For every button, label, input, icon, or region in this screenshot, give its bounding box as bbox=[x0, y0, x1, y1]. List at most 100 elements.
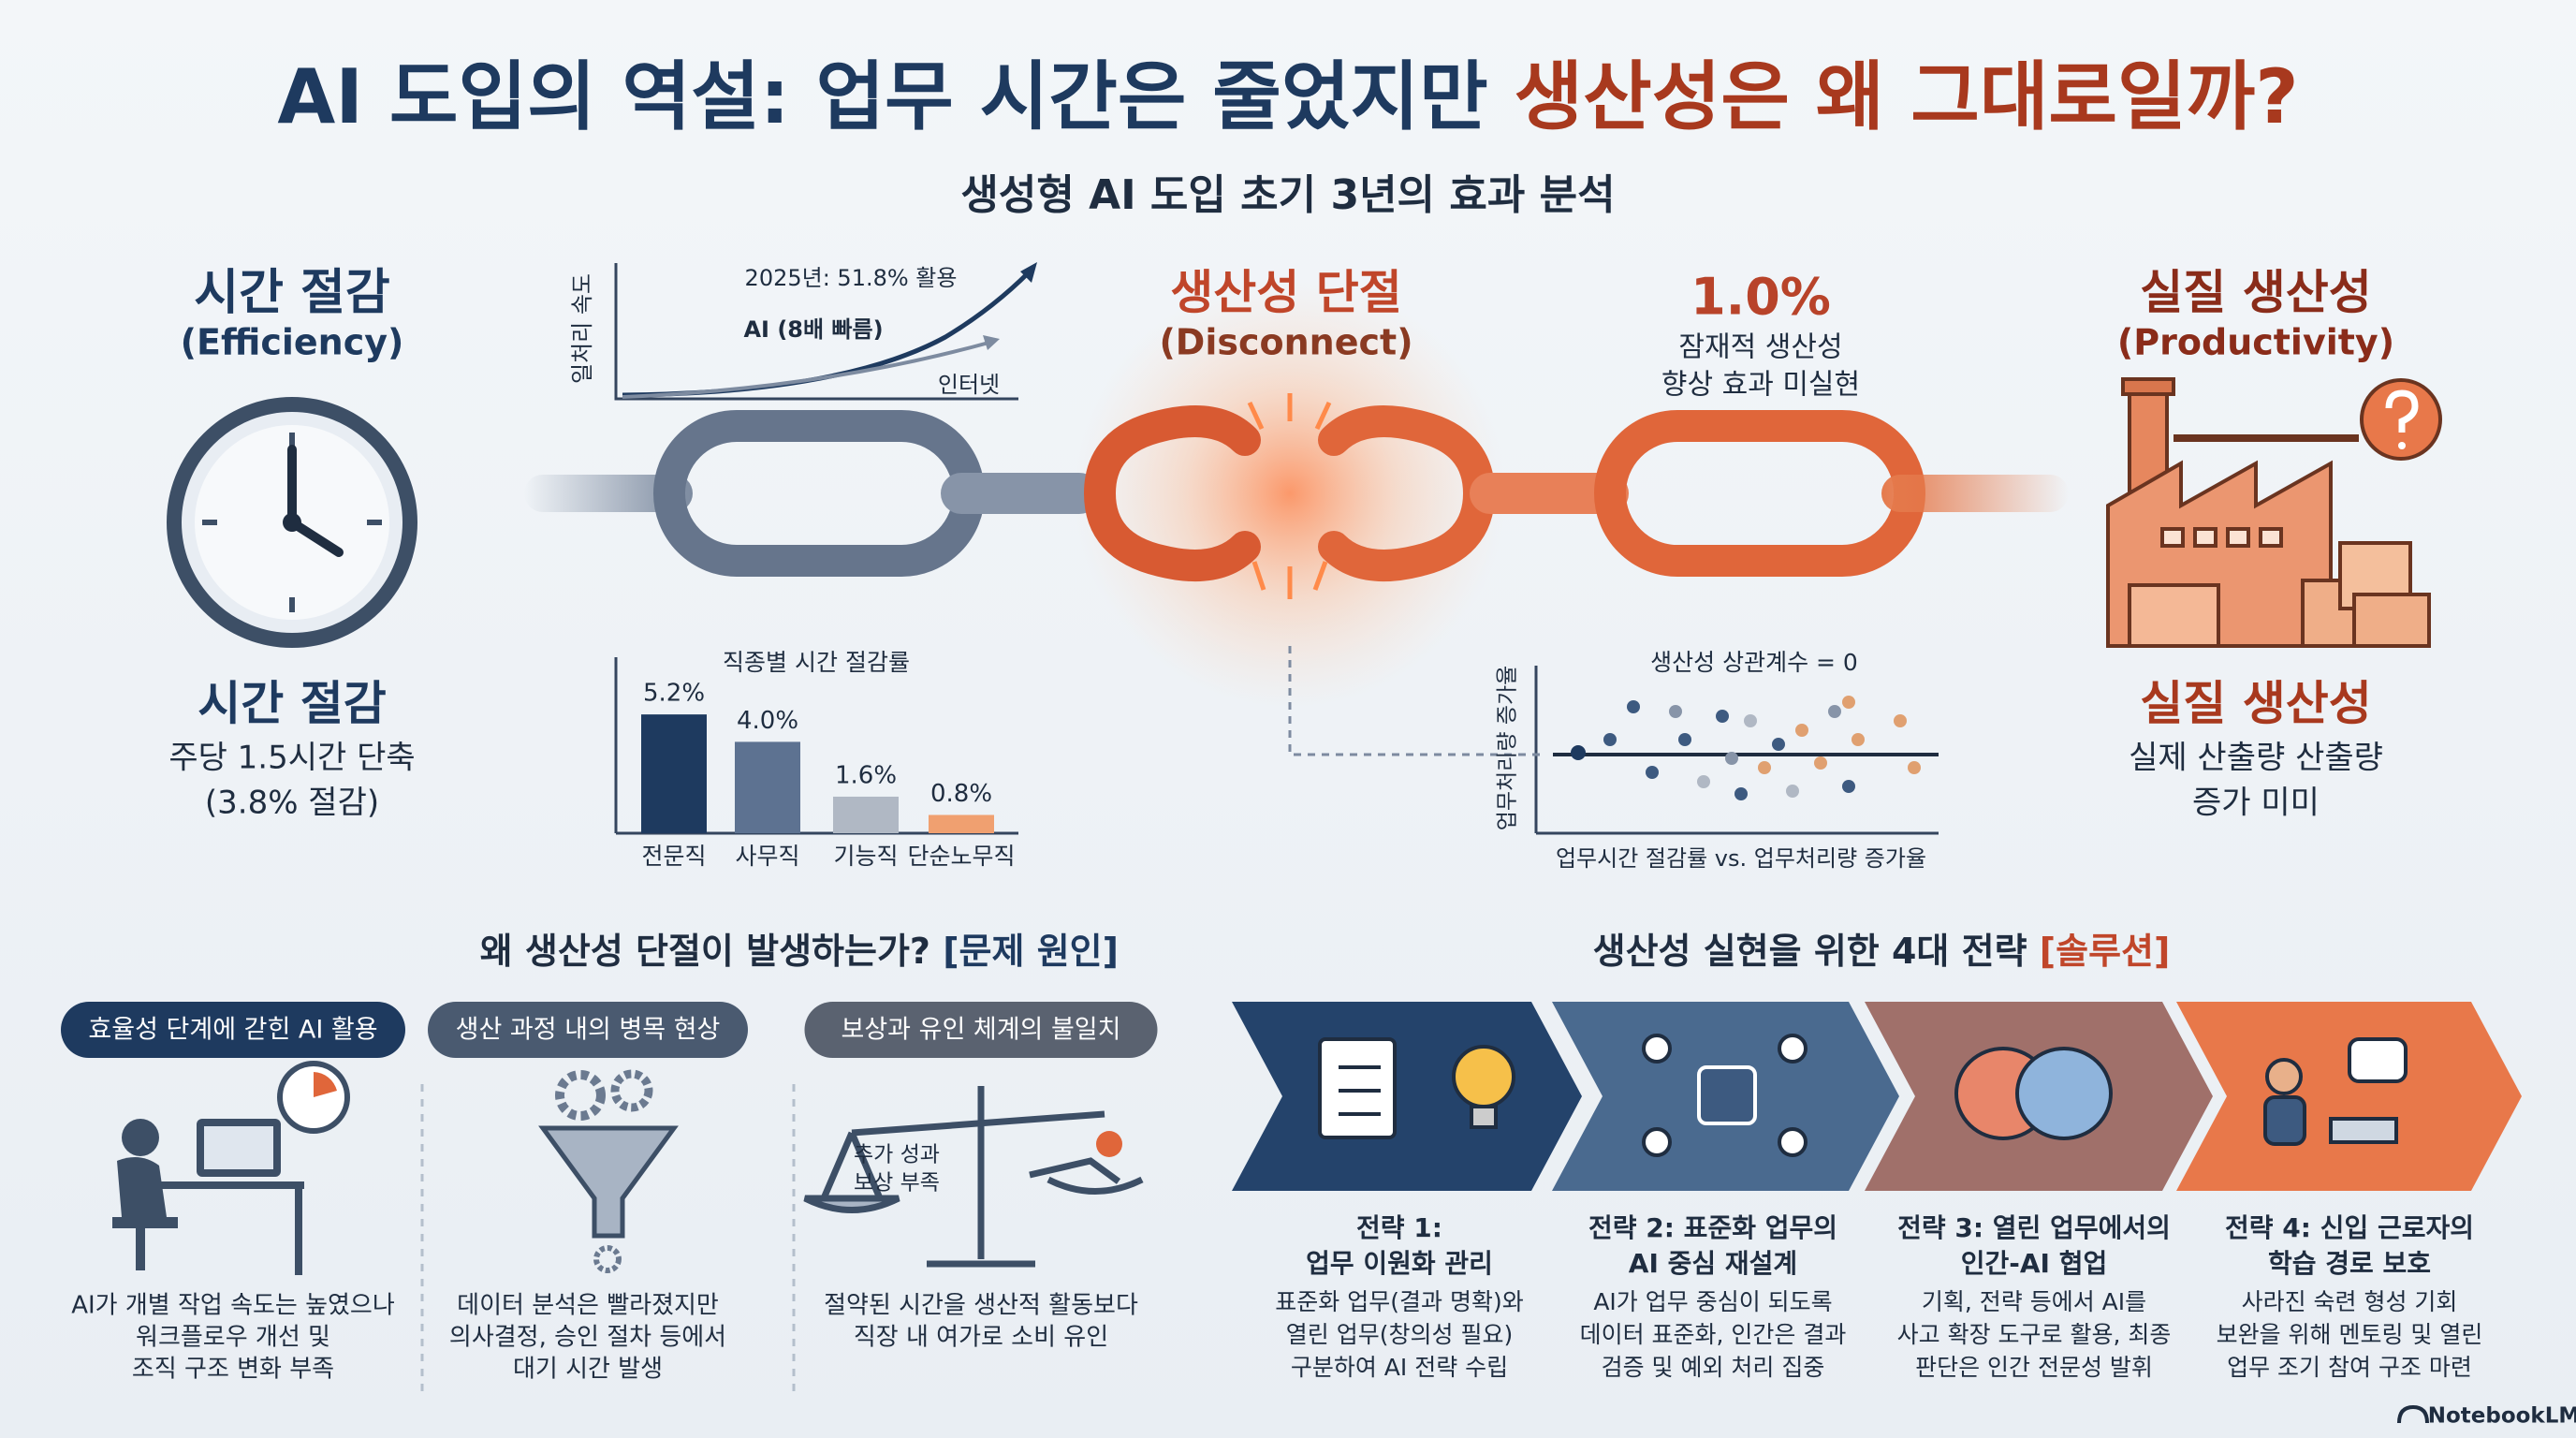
scatter-dot bbox=[1744, 714, 1757, 727]
category-label: 사무직 bbox=[735, 843, 799, 870]
spark-lines bbox=[1247, 393, 1332, 599]
scatter-dot bbox=[1758, 761, 1771, 774]
category-label: 기능직 bbox=[833, 843, 898, 870]
strategy-title: 학습 경로 보호 bbox=[2268, 1248, 2431, 1279]
axis-label: 업무시간 절감률 vs. 업무처리량 증가율 bbox=[1556, 845, 1926, 872]
problem-badge bbox=[61, 1002, 405, 1058]
heading-part: 왜 생산성 단절이 발생하는가? bbox=[480, 931, 943, 972]
annotation: 2025년: 51.8% 활용 bbox=[745, 265, 958, 291]
scatter-dot bbox=[1669, 705, 1682, 718]
scatter-dot bbox=[1772, 738, 1785, 751]
strategy-text: AI가 업무 중심이 되도록 bbox=[1593, 1288, 1832, 1315]
chart-title: 직종별 시간 절감률 bbox=[723, 649, 910, 676]
section-title: 생산성 단절 bbox=[1170, 266, 1401, 320]
broken-link bbox=[1083, 405, 1261, 581]
scatter-dot bbox=[1697, 775, 1710, 788]
problem-text: 의사결정, 승인 절차 등에서 bbox=[449, 1324, 726, 1352]
scatter-dot bbox=[1828, 705, 1841, 718]
detail-text: (3.8% 절감) bbox=[205, 785, 379, 822]
problem-text: 직장 내 여가로 소비 유인 bbox=[854, 1324, 1108, 1352]
scatter-dot bbox=[1678, 733, 1691, 746]
scatter-dot bbox=[1894, 714, 1907, 727]
title-part: AI 도입의 역설: 업무 시간은 줄었지만 bbox=[277, 53, 1514, 140]
section-label: 시간 절감 bbox=[198, 677, 386, 731]
chain-edge bbox=[1470, 473, 1629, 514]
strategy-text: 표준화 업무(결과 명확)와 bbox=[1275, 1288, 1523, 1315]
dividers bbox=[420, 1084, 796, 1395]
chain-edge bbox=[524, 475, 693, 512]
heading-tag: [문제 원인] bbox=[943, 931, 1119, 972]
problem-text: 조직 구조 변화 부족 bbox=[132, 1356, 334, 1384]
clock-icon bbox=[167, 397, 417, 648]
category-label: 단순노무직 bbox=[907, 843, 1015, 870]
speed-chart bbox=[614, 262, 1037, 401]
strategy-text: 검증 및 예외 처리 집중 bbox=[1602, 1354, 1825, 1381]
detail-text: 주당 1.5시간 단축 bbox=[168, 740, 415, 777]
line-label: 인터넷 bbox=[938, 372, 1000, 398]
value-label: 5.2% bbox=[643, 680, 705, 708]
scatter-dot bbox=[1627, 700, 1640, 713]
scale-label: 추가 성과 bbox=[854, 1143, 940, 1167]
badge-label: 효율성 단계에 갇힌 AI 활용 bbox=[88, 1016, 377, 1045]
strategy-text: 열린 업무(창의성 필요) bbox=[1286, 1321, 1513, 1348]
subtitle: 생성형 AI 도입 초기 3년의 효과 분석 bbox=[960, 171, 1615, 219]
strategy-text: 보완을 위해 멘토링 및 열린 bbox=[2217, 1321, 2483, 1348]
chain-edge bbox=[1881, 475, 2069, 512]
footer-logo bbox=[2397, 1404, 2429, 1424]
section-subtitle: (Productivity) bbox=[2117, 322, 2394, 363]
page-title: AI 도입의 역설: 업무 시간은 줄었지만 생산성은 왜 그대로일까? bbox=[277, 53, 2298, 140]
value-label: 1.6% bbox=[835, 761, 897, 789]
problems-heading: 왜 생산성 단절이 발생하는가? [문제 원인] bbox=[480, 931, 1119, 972]
strategy-chevrons bbox=[1232, 1002, 2522, 1191]
scatter-dot bbox=[1842, 696, 1855, 709]
problem-text: 대기 시간 발생 bbox=[513, 1356, 663, 1384]
scatter-dot bbox=[1842, 780, 1855, 793]
funnel-icon bbox=[538, 1069, 679, 1273]
balance-scale-icon bbox=[803, 1086, 1144, 1268]
strategy-title: 전략 1: bbox=[1356, 1212, 1442, 1243]
scatter-dot bbox=[1795, 724, 1808, 737]
section-title: 시간 절감 bbox=[194, 265, 389, 321]
detail-text: 향상 효과 미실현 bbox=[1661, 369, 1860, 402]
scatter-dot bbox=[1646, 766, 1659, 779]
scale-label: 보상 부족 bbox=[854, 1171, 940, 1196]
chain-edge bbox=[941, 473, 1100, 514]
section-title: 실질 생산성 bbox=[2140, 266, 2371, 320]
scatter-dot bbox=[1725, 752, 1738, 765]
heading-tag: [솔루션] bbox=[2040, 931, 2171, 972]
strategy-text: 업무 조기 참여 구조 마련 bbox=[2227, 1354, 2472, 1381]
bar bbox=[641, 714, 707, 833]
title-highlight: 생산성은 왜 그대로일까? bbox=[1515, 53, 2299, 140]
strategy-text: 사고 확장 도구로 활용, 최종 bbox=[1897, 1321, 2172, 1348]
problem-text: 데이터 분석은 빨라졌지만 bbox=[457, 1292, 719, 1320]
solutions-heading: 생산성 실현을 위한 4대 전략 [솔루션] bbox=[1593, 931, 2171, 972]
problem-text: 절약된 시간을 생산적 활동보다 bbox=[824, 1292, 1138, 1320]
scatter-dot bbox=[1603, 733, 1617, 746]
strategy-text: 사라진 숙련 형성 기회 bbox=[2242, 1288, 2458, 1315]
correlation-chart bbox=[1288, 646, 1939, 835]
detail-text: 증가 미미 bbox=[2192, 785, 2320, 822]
strategy-text: 기획, 전략 등에서 AI를 bbox=[1922, 1288, 2146, 1315]
chain bbox=[524, 393, 2069, 599]
bar bbox=[929, 814, 994, 833]
break-glow bbox=[1075, 278, 1505, 709]
strategy-text: 판단은 인간 전문성 발휘 bbox=[1915, 1354, 2153, 1381]
badge-label: 생산 과정 내의 병목 현상 bbox=[456, 1016, 721, 1045]
value-label: 4.0% bbox=[737, 707, 798, 735]
bar bbox=[735, 741, 800, 833]
problem-text: AI가 개별 작업 속도는 높였으나 bbox=[71, 1292, 395, 1320]
value-label: 0.8% bbox=[930, 780, 992, 808]
footer-brand: NotebookLM bbox=[2428, 1404, 2576, 1429]
strategy-title: 전략 3: 열린 업무에서의 bbox=[1897, 1212, 2171, 1243]
axis-label: 업무처리량 증가율 bbox=[1496, 666, 1520, 831]
strategy-title: 전략 2: 표준화 업무의 bbox=[1588, 1212, 1837, 1243]
key-figure: 1.0% bbox=[1690, 268, 1831, 327]
section-subtitle: (Disconnect) bbox=[1159, 322, 1412, 363]
bar bbox=[833, 796, 899, 833]
detail-text: 잠재적 생산성 bbox=[1678, 331, 1842, 364]
scatter-dot bbox=[1734, 787, 1748, 800]
scatter-dot bbox=[1716, 710, 1729, 723]
